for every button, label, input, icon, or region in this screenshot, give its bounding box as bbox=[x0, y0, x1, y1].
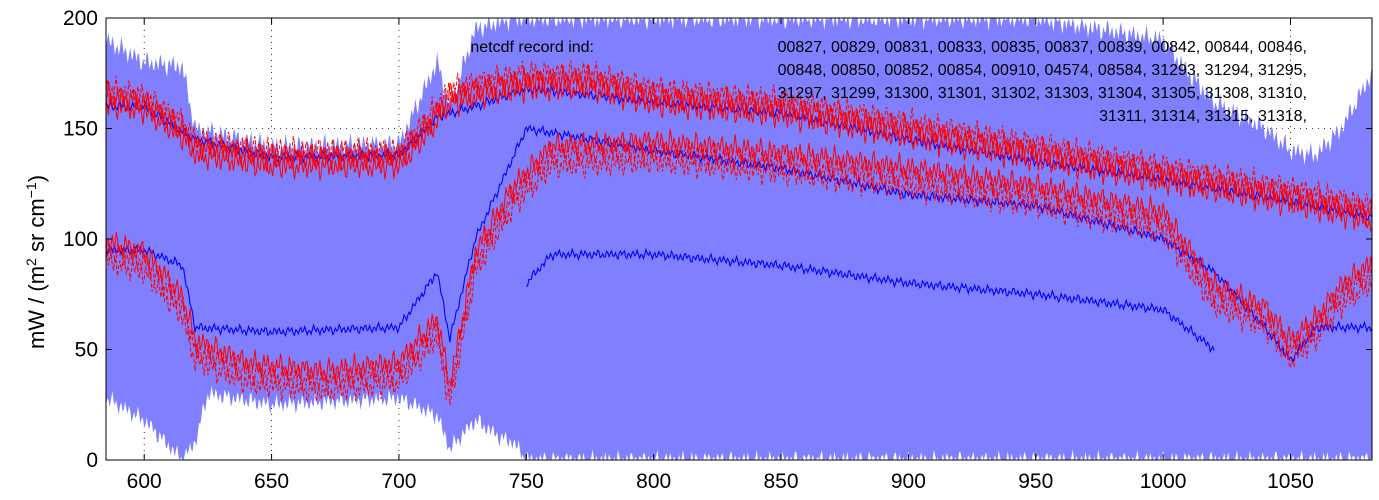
x-tick-label: 850 bbox=[764, 470, 799, 493]
band-fill bbox=[106, 18, 1372, 460]
y-tick-label: 0 bbox=[86, 449, 98, 472]
axis-ticks: 600 650 700 750 800 850 900 950 1000 1050 0 50 100 15… bbox=[63, 7, 1372, 493]
spectrum-line bbox=[106, 76, 1372, 233]
y-tick-label: 200 bbox=[63, 7, 98, 30]
x-tick-label: 750 bbox=[509, 470, 544, 493]
x-tick-label: 1000 bbox=[1140, 470, 1187, 493]
x-tick-label: 700 bbox=[381, 470, 416, 493]
record-index-annotation: netcdf record ind: 00827, 00829, 00831, 0… bbox=[470, 39, 1307, 125]
y-axis-label: mW / (m2 sr cm−1) bbox=[23, 175, 49, 349]
plot-marks bbox=[106, 18, 1372, 460]
mean-line-lower bbox=[526, 247, 1215, 354]
x-tick-label: 1050 bbox=[1267, 470, 1314, 493]
annotation-label: netcdf record ind: bbox=[470, 39, 594, 56]
annotation-line: 31311, 31314, 31315, 31318, bbox=[1099, 108, 1307, 125]
y-tick-label: 100 bbox=[63, 228, 98, 251]
x-tick-label: 950 bbox=[1018, 470, 1053, 493]
y-tick-label: 150 bbox=[63, 118, 98, 141]
annotation-line: 00827, 00829, 00831, 00833, 00835, 00837… bbox=[778, 39, 1307, 56]
y-tick-label: 50 bbox=[75, 339, 98, 362]
x-tick-label: 600 bbox=[127, 470, 162, 493]
spectrum-line bbox=[106, 136, 1372, 395]
x-tick-label: 800 bbox=[636, 470, 671, 493]
x-tick-label: 900 bbox=[891, 470, 926, 493]
annotation-line: 31297, 31299, 31300, 31301, 31302, 31303… bbox=[778, 85, 1307, 102]
x-tick-label: 650 bbox=[254, 470, 289, 493]
spectrum-line bbox=[106, 128, 1372, 386]
annotation-line: 00848, 00850, 00852, 00854, 00910, 04574… bbox=[778, 62, 1307, 79]
